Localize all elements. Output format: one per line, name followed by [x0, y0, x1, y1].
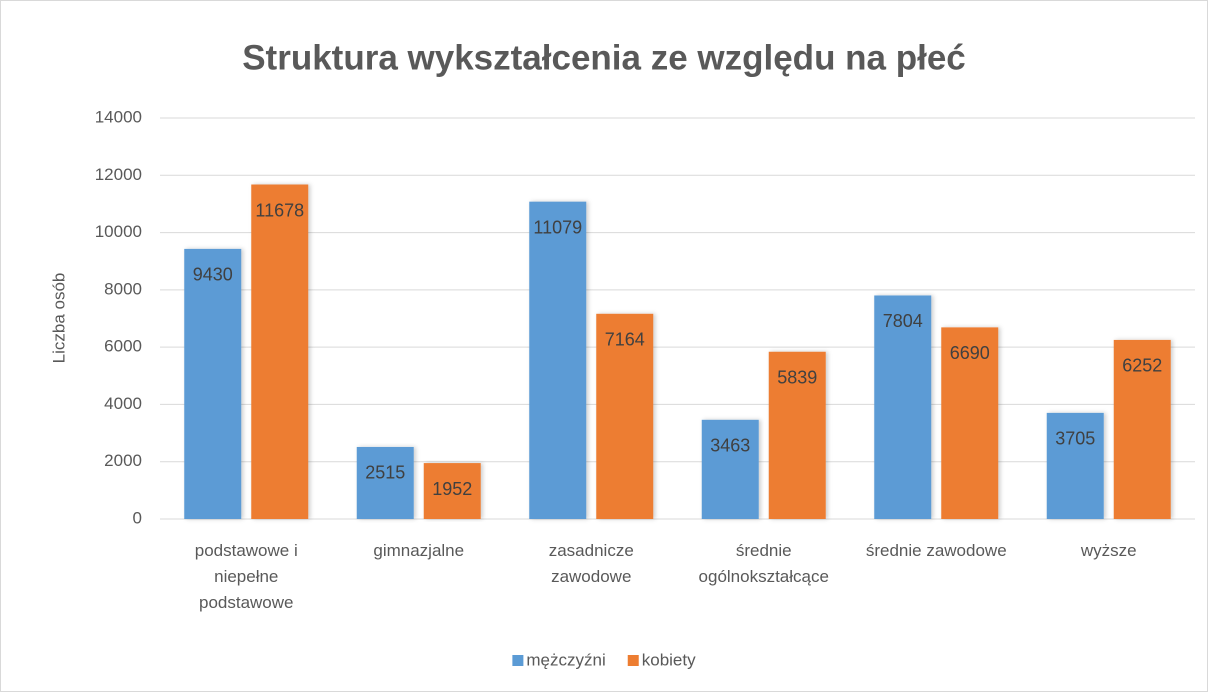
chart-title: Struktura wykształcenia ze względu na pł… — [242, 38, 966, 77]
data-label: 6690 — [950, 343, 990, 363]
data-label: 2515 — [365, 463, 405, 483]
x-tick-label: zasadnicze zawodowe — [549, 541, 634, 586]
data-label: 3463 — [710, 436, 750, 456]
bar — [356, 446, 414, 519]
legend-label: mężczyźni — [526, 650, 605, 669]
x-tick-label: wyższe — [1080, 541, 1137, 560]
x-tick-label: gimnazjalne — [373, 541, 464, 560]
y-tick-label: 10000 — [95, 222, 142, 241]
legend-swatch — [627, 655, 639, 666]
data-label: 5839 — [777, 368, 817, 388]
bar — [941, 327, 999, 519]
bar — [1046, 412, 1104, 519]
bar — [529, 201, 587, 520]
bar — [184, 248, 242, 519]
bar — [1113, 339, 1171, 519]
data-label: 9430 — [193, 265, 233, 285]
y-tick-label: 2000 — [104, 451, 142, 470]
data-label: 7164 — [605, 330, 645, 350]
y-tick-label: 14000 — [95, 107, 142, 126]
bar — [701, 419, 759, 519]
legend-swatch — [512, 655, 524, 666]
x-tick-label: podstawowe i niepełne podstawowe — [195, 541, 298, 612]
y-tick-label: 8000 — [104, 279, 142, 298]
bar — [423, 463, 481, 519]
data-label: 1952 — [432, 479, 472, 499]
bar — [874, 295, 932, 519]
bar — [596, 313, 654, 519]
legend: mężczyźni kobiety — [512, 650, 696, 669]
legend-label: kobiety — [642, 650, 696, 669]
data-label: 7804 — [883, 311, 923, 331]
bar — [768, 351, 826, 519]
data-label: 11678 — [255, 200, 304, 220]
y-tick-label: 4000 — [104, 394, 142, 413]
y-tick-label: 12000 — [95, 165, 142, 184]
y-axis-label: Liczba osób — [49, 273, 68, 364]
x-tick-label: średnie zawodowe — [866, 541, 1007, 560]
data-label: 6252 — [1122, 356, 1162, 376]
x-tick-label: średnie ogólnokształcące — [699, 541, 829, 586]
data-label: 11079 — [533, 217, 582, 237]
y-tick-label: 0 — [133, 508, 142, 527]
data-label: 3705 — [1055, 429, 1095, 449]
bar — [251, 184, 309, 519]
y-tick-label: 6000 — [104, 337, 142, 356]
